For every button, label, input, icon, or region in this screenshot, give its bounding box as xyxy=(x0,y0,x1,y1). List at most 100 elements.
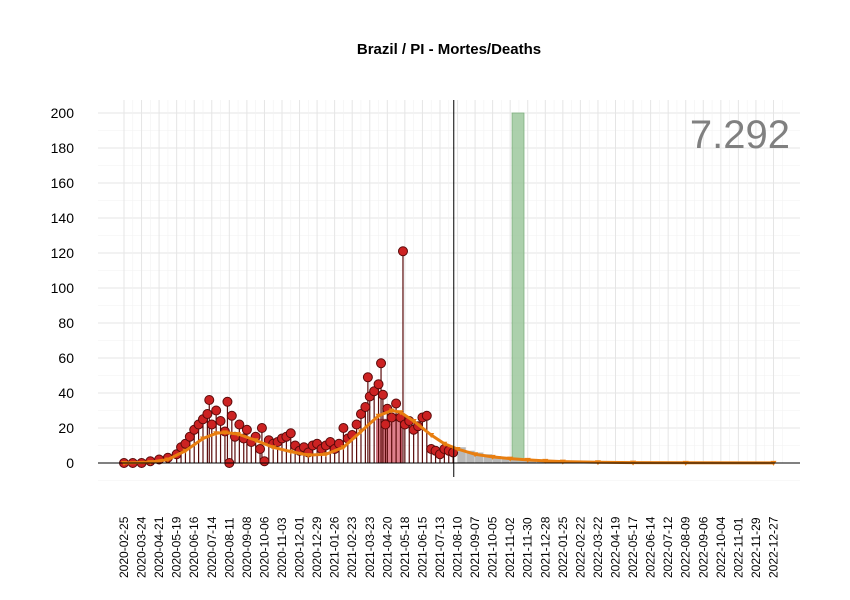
x-tick-label: 2020-12-29 xyxy=(310,516,324,578)
data-point xyxy=(256,423,267,433)
data-point xyxy=(180,438,191,449)
x-tick-label: 2022-04-19 xyxy=(609,516,623,578)
data-points xyxy=(119,246,459,468)
y-tick-label: 60 xyxy=(58,350,74,366)
data-point xyxy=(202,409,213,419)
x-tick-label: 2021-11-02 xyxy=(503,517,517,578)
forecast-bar xyxy=(501,456,510,463)
x-tick-label: 2020-04-21 xyxy=(152,516,166,578)
data-point xyxy=(386,412,397,423)
data-point xyxy=(397,246,408,257)
y-tick-label: 80 xyxy=(58,315,74,331)
forecast-bar xyxy=(475,452,484,463)
x-tick-label: 2022-05-17 xyxy=(626,516,640,578)
data-point xyxy=(391,398,402,409)
data-point xyxy=(226,410,237,421)
trend-marker xyxy=(454,447,461,452)
x-tick-label: 2021-03-23 xyxy=(363,516,377,578)
y-tick-label: 200 xyxy=(51,105,75,121)
y-tick-label: 140 xyxy=(51,210,75,226)
trend-marker xyxy=(428,433,435,438)
x-tick-label: 2020-08-11 xyxy=(222,517,236,578)
x-tick-label: 2022-02-22 xyxy=(573,516,587,578)
data-point xyxy=(376,358,387,369)
y-tick-label: 120 xyxy=(51,245,75,261)
x-tick-label: 2022-01-25 xyxy=(556,516,570,578)
trend-marker xyxy=(542,458,549,464)
y-tick-label: 160 xyxy=(51,175,75,191)
trend-marker xyxy=(524,457,531,463)
x-tick-label: 2022-06-14 xyxy=(644,516,658,578)
x-tick-label: 2022-11-29 xyxy=(749,517,763,578)
trend-marker xyxy=(182,448,189,454)
y-tick-label: 180 xyxy=(51,140,75,156)
x-tick-label: 2022-10-04 xyxy=(714,516,728,578)
x-tick-label: 2020-05-19 xyxy=(170,516,184,578)
total-deaths-label: 7.292 xyxy=(690,113,790,157)
x-tick-label: 2020-03-24 xyxy=(135,516,149,578)
trend-marker xyxy=(340,445,347,451)
trend-marker xyxy=(472,452,479,458)
data-point xyxy=(285,428,296,439)
forecast-bars xyxy=(457,447,731,463)
data-point xyxy=(360,402,371,412)
data-point xyxy=(241,424,252,435)
y-tick-label: 100 xyxy=(51,280,75,296)
trend-marker xyxy=(388,408,395,414)
trend-marker xyxy=(235,432,242,438)
x-axis-ticks: 2020-02-25 2020-03-24 2020-04-21 2020-05-19… xyxy=(117,516,780,578)
data-point xyxy=(421,410,432,421)
x-tick-label: 2022-03-22 xyxy=(591,516,605,578)
x-tick-label: 2022-09-06 xyxy=(696,516,710,578)
x-tick-label: 2021-09-07 xyxy=(468,516,482,578)
trend-marker xyxy=(410,419,417,424)
x-tick-label: 2021-10-05 xyxy=(486,516,500,578)
data-point xyxy=(362,372,373,383)
trend-marker xyxy=(199,436,206,442)
y-tick-label: 20 xyxy=(58,420,74,436)
trend-marker xyxy=(287,449,294,455)
data-point xyxy=(377,389,388,400)
x-tick-label: 2022-08-09 xyxy=(679,516,693,578)
trend-marker xyxy=(357,429,364,435)
data-point xyxy=(373,379,384,390)
data-point xyxy=(255,444,266,454)
data-point xyxy=(369,386,380,397)
x-tick-label: 2021-05-18 xyxy=(398,516,412,578)
x-tick-label: 2020-10-06 xyxy=(257,516,271,578)
trend-marker xyxy=(559,459,566,465)
y-axis-ticks: 0 20 40 60 80 100 120 140 160 180 200 xyxy=(51,105,75,471)
data-point xyxy=(338,423,349,433)
x-tick-label: 2020-09-08 xyxy=(240,516,254,578)
y-tick-label: 0 xyxy=(66,455,74,471)
trend-marker xyxy=(441,441,448,447)
data-point xyxy=(204,395,215,405)
trend-marker xyxy=(221,430,228,436)
data-point xyxy=(222,396,233,407)
x-tick-label: 2020-06-16 xyxy=(187,516,201,578)
trend-marker xyxy=(507,456,514,462)
forecast-bar xyxy=(483,454,493,463)
x-tick-label: 2020-12-01 xyxy=(293,516,307,578)
data-point xyxy=(211,405,222,416)
x-tick-label: 2022-07-12 xyxy=(661,516,675,578)
data-point xyxy=(234,419,245,430)
x-tick-label: 2022-12-27 xyxy=(766,516,780,578)
x-tick-label: 2021-01-26 xyxy=(328,516,342,578)
trend-marker xyxy=(213,431,220,437)
x-tick-label: 2020-07-14 xyxy=(205,516,219,578)
data-point xyxy=(351,419,362,430)
x-tick-label: 2020-11-03 xyxy=(275,517,289,578)
forecast-bar xyxy=(457,447,466,463)
x-tick-label: 2021-04-20 xyxy=(380,516,394,578)
data-point xyxy=(380,419,391,430)
trend-marker xyxy=(305,453,312,459)
x-tick-label: 2022-11-01 xyxy=(731,517,745,578)
forecast-bar xyxy=(492,456,501,463)
data-point xyxy=(259,456,270,467)
trend-marker xyxy=(397,410,404,416)
data-point xyxy=(355,409,366,419)
trend-marker xyxy=(375,413,382,419)
x-tick-label: 2021-02-23 xyxy=(345,516,359,578)
x-tick-label: 2021-12-28 xyxy=(538,516,552,578)
